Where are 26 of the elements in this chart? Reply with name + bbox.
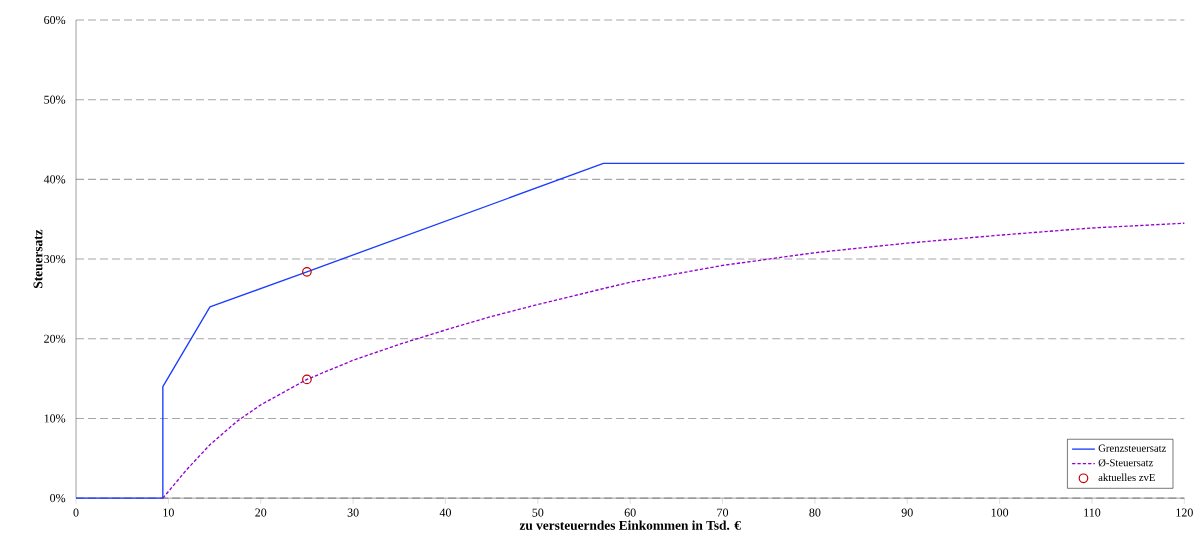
legend-label: Grenzsteuersatz [1098,444,1167,452]
x-tick-label: 60 [624,508,636,517]
y-tick-label: 50% [44,95,66,104]
legend-label: aktuelles zvE [1098,473,1155,482]
x-tick-label: 100 [991,508,1009,517]
y-tick-label: 30% [44,254,66,264]
x-tick-label: 10 [163,508,174,517]
x-tick-label: 90 [901,508,913,517]
x-tick-label: 50 [532,508,544,517]
x-tick-label: 120 [1176,508,1193,517]
y-tick-label: 60% [44,15,66,25]
x-tick-label: 20 [255,508,267,517]
x-tick-label: 110 [1084,508,1101,517]
x-tick-label: 40 [439,508,451,517]
y-axis-title: Steuersatz [33,229,43,288]
y-tick-label: 20% [44,334,66,343]
y-tick-label: 10% [44,414,66,423]
x-tick-label: 0 [73,508,79,517]
y-tick-label: 0% [50,493,66,503]
x-axis-title: zu versteuerndes Einkommen in Tsd. € [519,520,741,530]
line-series [162,222,1185,499]
legend-label: Ø-Steuersatz [1098,458,1153,467]
x-tick-label: 80 [809,508,821,517]
y-tick-label: 40% [43,175,66,184]
x-tick-label: 30 [347,508,359,517]
x-tick-label: 70 [717,508,729,517]
